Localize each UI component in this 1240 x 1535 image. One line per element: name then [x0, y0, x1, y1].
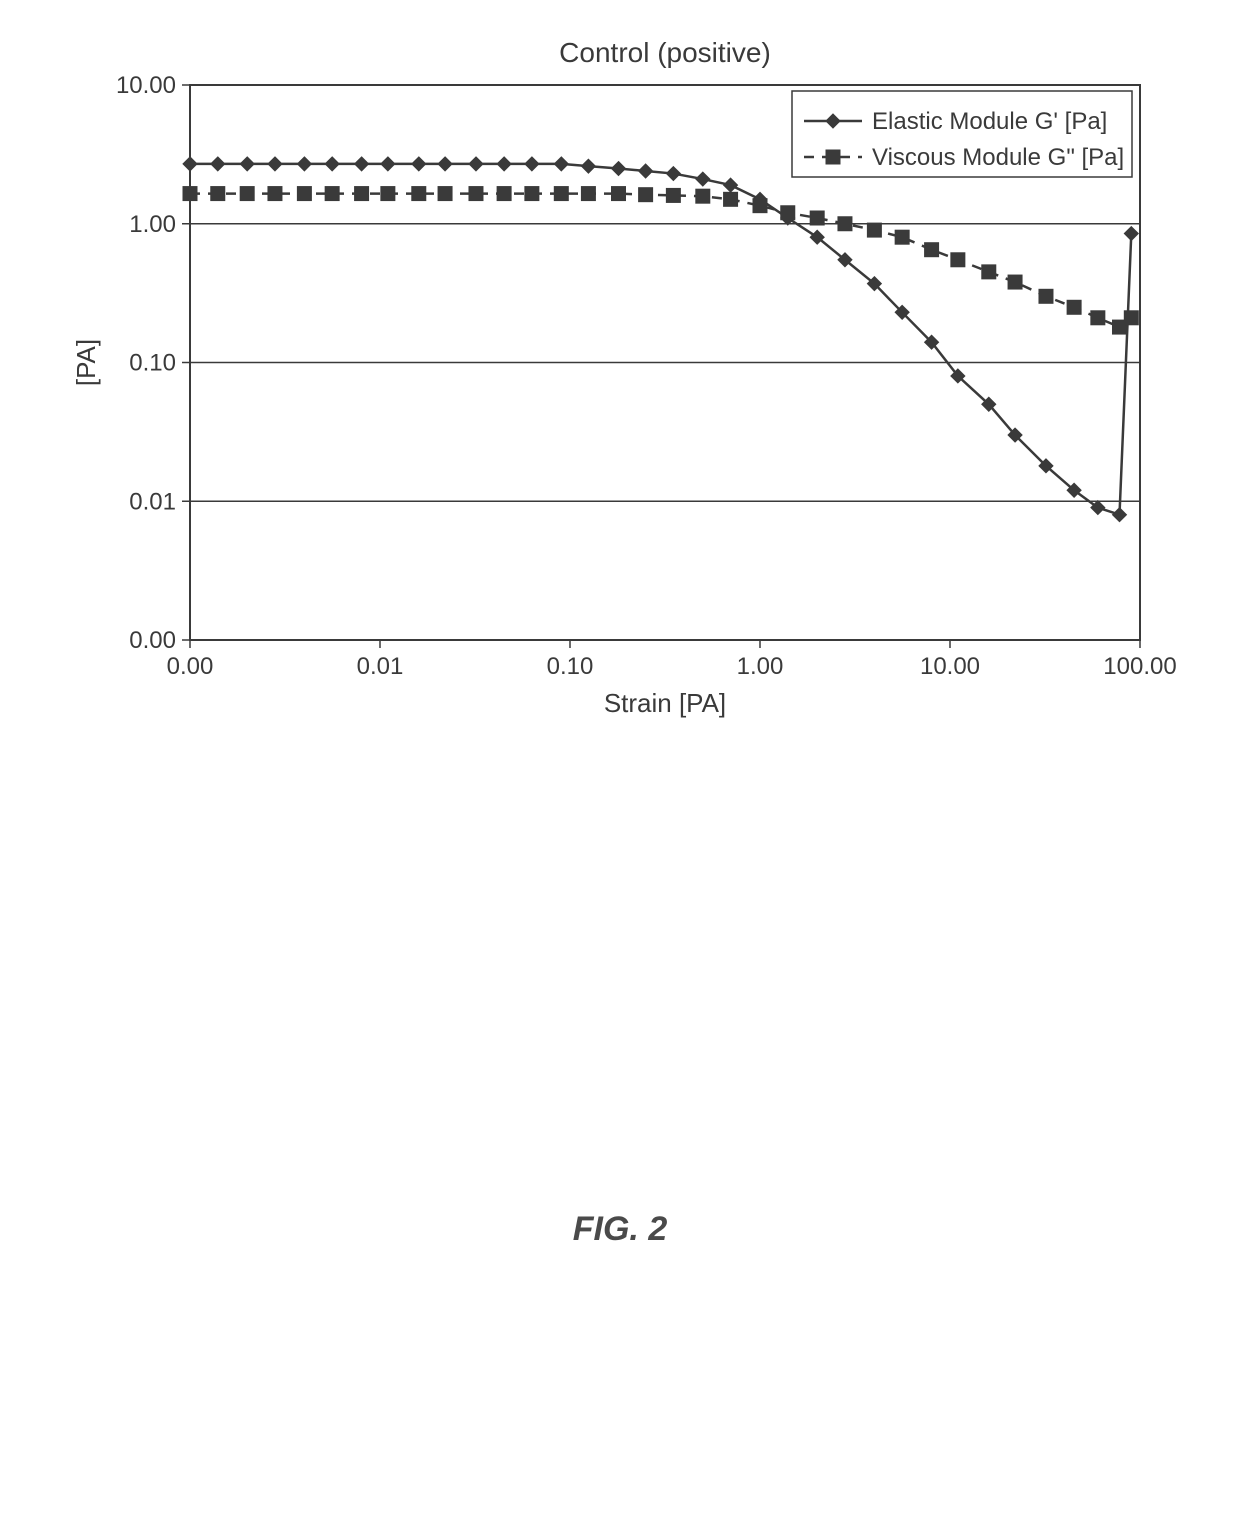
x-tick-label: 0.10 [547, 653, 594, 680]
y-tick-label: 10.00 [116, 72, 176, 99]
x-tick-label: 100.00 [1103, 653, 1176, 680]
y-axis-label: [PA] [71, 339, 101, 386]
x-tick-label: 10.00 [920, 653, 980, 680]
y-tick-label: 1.00 [129, 211, 176, 238]
chart-title: Control (positive) [559, 37, 771, 68]
x-tick-label: 0.01 [357, 653, 404, 680]
x-tick-label: 0.00 [167, 653, 214, 680]
y-tick-label: 0.01 [129, 488, 176, 515]
y-tick-label: 0.00 [129, 627, 176, 654]
rheology-chart: Control (positive) 0.00 0.01 0.10 1.00 10.00 1… [50, 30, 1190, 750]
x-tick-label: 1.00 [737, 653, 784, 680]
x-axis-label: Strain [PA] [604, 688, 726, 718]
figure-label: FIG. 2 [0, 1210, 1240, 1249]
legend-label: Viscous Module G" [Pa] [872, 144, 1124, 171]
legend-label: Elastic Module G' [Pa] [872, 108, 1107, 135]
y-tick-label: 0.10 [129, 350, 176, 377]
